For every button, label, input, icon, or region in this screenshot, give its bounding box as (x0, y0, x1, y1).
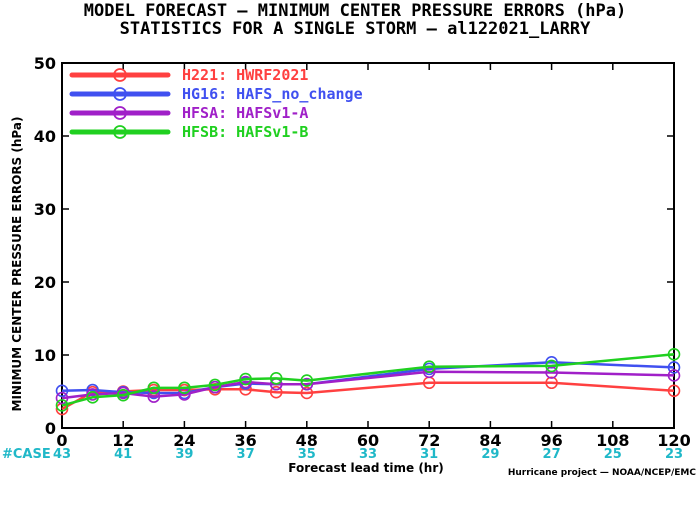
data-point (667, 361, 681, 374)
x-axis: 0 12 24 36 48 60 72 84 96 108 120 (56, 63, 691, 450)
data-point (55, 399, 69, 412)
series-layer (55, 347, 681, 416)
data-point (667, 347, 681, 361)
data-point (300, 386, 314, 400)
data-point (208, 378, 222, 392)
data-point (86, 391, 99, 404)
legend-marker (113, 106, 127, 120)
legend-label: HFSB: HAFSv1-B (182, 123, 308, 141)
case-count: 39 (175, 447, 193, 462)
legend-label: H221: HWRF2021 (182, 66, 308, 84)
x-tick-label: 24 (173, 431, 195, 450)
data-point (239, 372, 252, 386)
data-point (545, 359, 558, 373)
data-point (147, 381, 161, 395)
case-count: 27 (543, 447, 561, 462)
data-point (422, 360, 436, 373)
series-4 (55, 347, 681, 412)
y-tick-label: 40 (34, 127, 56, 146)
y-tick-label: 0 (45, 419, 56, 438)
y-tick-label: 10 (34, 346, 56, 365)
case-count: 23 (665, 447, 683, 462)
legend-marker (113, 68, 127, 82)
y-tick-label: 30 (34, 200, 56, 219)
chart-title: MODEL FORECAST — MINIMUM CENTER PRESSURE… (84, 1, 626, 21)
legend-label: HG16: HAFS_no_change (182, 85, 363, 103)
x-tick-label: 0 (56, 431, 67, 450)
x-axis-label: Forecast lead time (hr) (288, 461, 444, 475)
data-point (116, 388, 130, 402)
data-point (667, 369, 681, 382)
x-tick-label: 108 (596, 431, 629, 450)
y-axis: 0 10 20 30 40 50 (34, 54, 674, 438)
data-point (300, 374, 314, 387)
case-count: 31 (420, 447, 438, 462)
chart-subtitle: STATISTICS FOR A SINGLE STORM — al122021… (120, 19, 592, 39)
case-count: 43 (53, 447, 71, 462)
case-count: 41 (114, 447, 132, 462)
legend-marker (113, 87, 127, 101)
data-point (667, 384, 681, 398)
x-tick-label: 36 (234, 431, 256, 450)
data-point (55, 391, 69, 405)
data-point (178, 381, 191, 395)
legend-label: HFSA: HAFSv1-A (182, 104, 308, 122)
y-tick-label: 50 (34, 54, 56, 73)
case-count: 35 (298, 447, 316, 462)
x-tick-label: 72 (418, 431, 440, 450)
data-point (147, 390, 161, 403)
case-count: 33 (359, 447, 377, 462)
case-count: 29 (481, 447, 499, 462)
x-tick-label: 48 (296, 431, 318, 450)
y-axis-label: MINIMUM CENTER PRESSURE ERRORS (hPa) (10, 117, 24, 412)
legend-marker (113, 125, 127, 139)
x-tick-label: 60 (357, 431, 379, 450)
x-tick-label: 120 (657, 431, 690, 450)
data-point (269, 372, 283, 385)
data-point (55, 384, 69, 398)
x-tick-label: 12 (112, 431, 134, 450)
x-tick-label: 84 (479, 431, 501, 450)
case-label: #CASE (2, 447, 51, 462)
case-count: 37 (237, 447, 255, 462)
data-point (269, 385, 283, 399)
case-count: 25 (604, 447, 622, 462)
y-tick-label: 20 (34, 273, 56, 292)
credit-text: Hurricane project — NOAA/NCEP/EMC (508, 468, 697, 478)
case-counts: 43 41 39 37 35 33 31 29 27 25 23 (53, 447, 683, 462)
data-point (300, 377, 314, 391)
x-tick-label: 96 (540, 431, 562, 450)
